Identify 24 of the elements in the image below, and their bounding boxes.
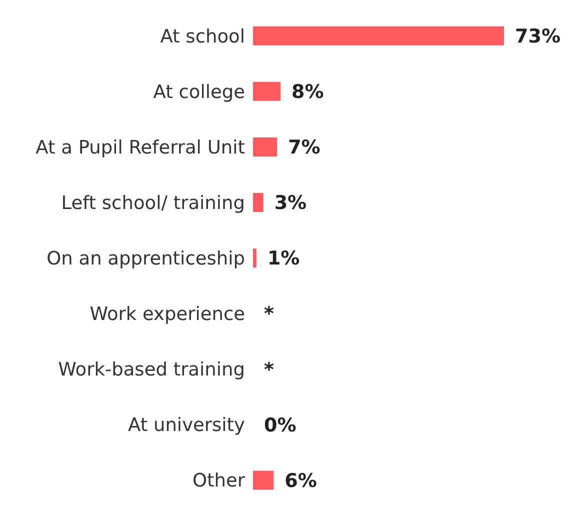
y-tick-label: Work-based training	[58, 360, 245, 381]
text: *	[264, 358, 274, 381]
data-label: 1%	[267, 248, 300, 270]
bar	[253, 82, 281, 101]
bar	[253, 248, 256, 268]
data-label: 6%	[284, 470, 317, 492]
y-tick-label: At school	[160, 26, 245, 48]
bar	[253, 137, 278, 156]
y-tick-label: Other	[192, 470, 246, 492]
data-label: 7%	[288, 136, 320, 159]
bar	[253, 470, 274, 490]
data-label: 3%	[274, 192, 307, 214]
y-tick-label: At college	[153, 82, 245, 103]
data-label: 0%	[264, 414, 296, 436]
y-tick-label: On an apprenticeship	[46, 248, 245, 270]
text: *	[264, 303, 274, 326]
data-label: 73%	[515, 25, 560, 48]
bar	[253, 26, 504, 46]
y-tick-label: Work experience	[90, 304, 245, 326]
data-label: 8%	[292, 81, 324, 104]
y-tick-label: At university	[128, 415, 246, 436]
y-tick-label: Left school/ training	[61, 192, 245, 214]
y-tick-label: At a Pupil Referral Unit	[36, 137, 245, 158]
bar	[253, 193, 264, 212]
